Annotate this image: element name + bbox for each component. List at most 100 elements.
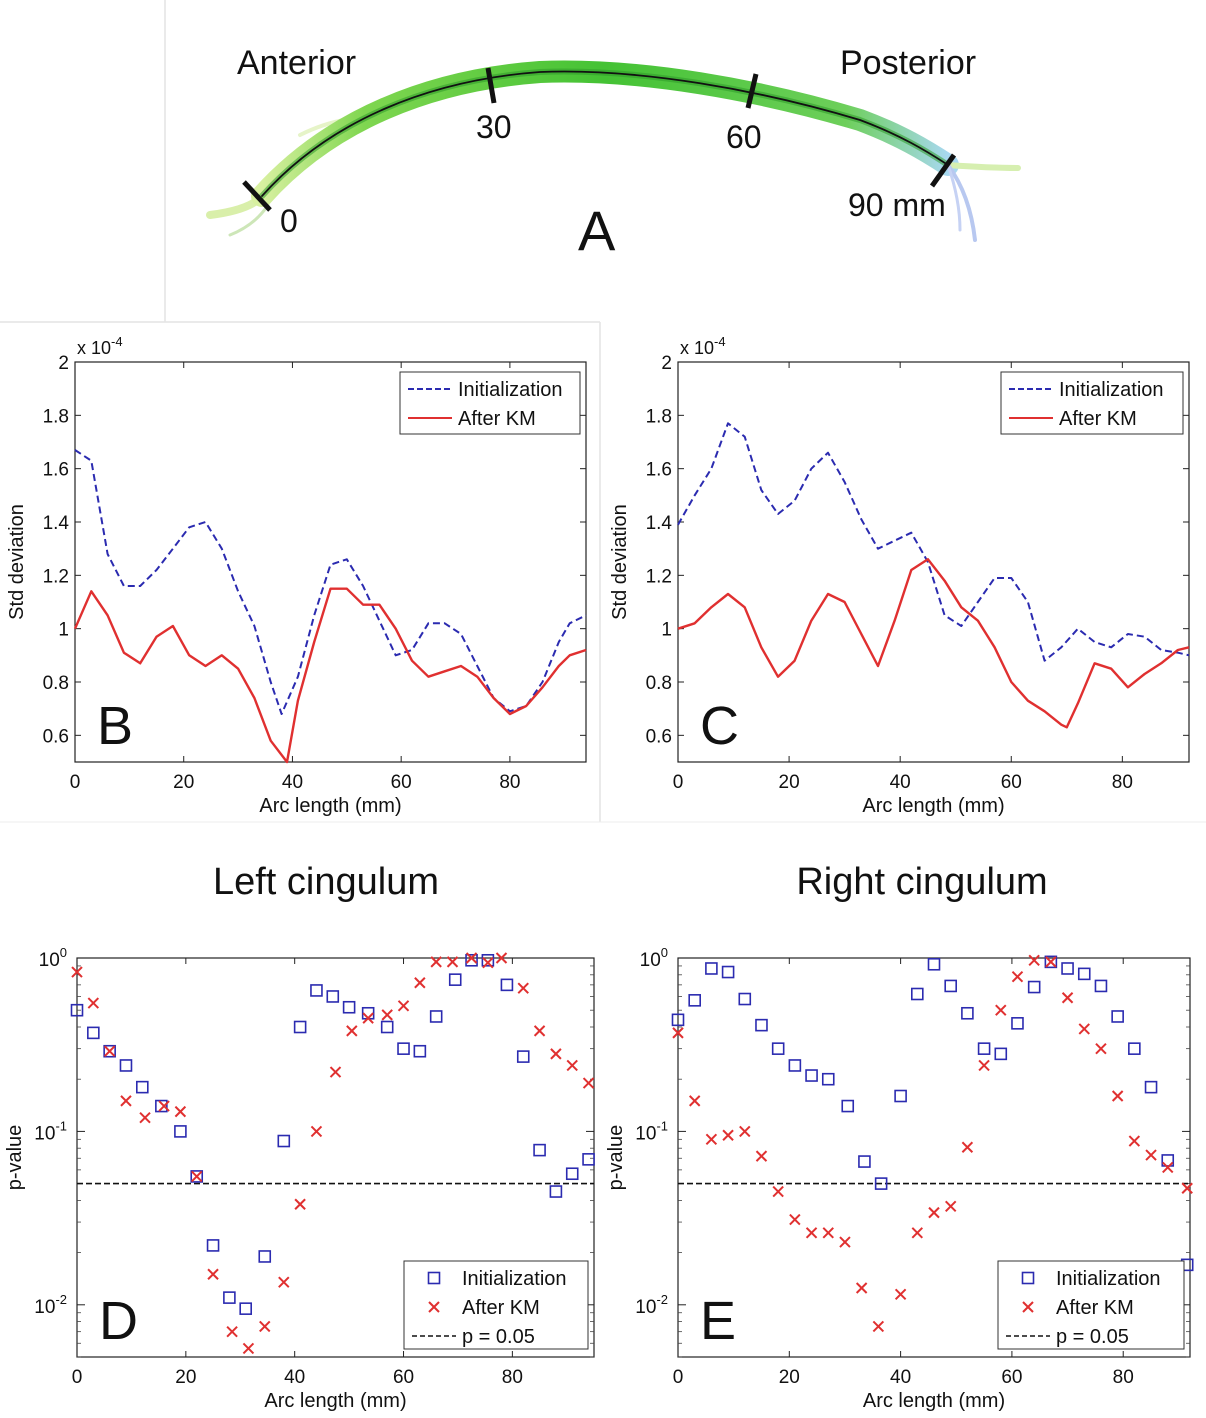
chart-e-point-after-km: [772, 1185, 784, 1198]
chart-d-xtick-label: 20: [175, 1367, 196, 1388]
chart-e-point-initialization: [841, 1099, 855, 1113]
chart-e-point-initialization: [771, 1042, 785, 1055]
chart-b-xtick-label: 80: [499, 772, 520, 793]
chart-e-point-after-km: [1061, 992, 1074, 1004]
chart-e-point-after-km: [755, 1150, 768, 1162]
chart-e-point-after-km: [961, 1141, 974, 1153]
chart-d-point-after-km-stroke: [582, 1077, 595, 1089]
chart-d-point-after-km-stroke: [465, 952, 478, 964]
marker-tick-0: [242, 180, 272, 212]
chart-c-ytick-label: 2: [661, 353, 672, 374]
chart-e-point-after-km-stroke: [961, 1141, 974, 1153]
chart-c-ytick-label: 1.6: [646, 460, 672, 481]
marker-tick-90: [929, 153, 957, 188]
chart-d-point-after-km: [310, 1125, 323, 1138]
chart-d-point-initialization: [582, 1153, 595, 1166]
chart-d-point-initialization: [190, 1170, 204, 1183]
chart-d-point-after-km: [71, 966, 83, 978]
chart-d-point-initialization: [119, 1059, 133, 1072]
chart-c-ytick-label: 1.4: [646, 513, 673, 534]
chart-d-point-after-km-stroke: [346, 1025, 358, 1037]
chart-d-point-initialization: [174, 1125, 187, 1138]
chart-e-point-after-km-stroke: [688, 1095, 701, 1107]
chart-e-point-initialization: [1077, 967, 1091, 981]
chart-c-xtick-label: 60: [1001, 772, 1022, 793]
chart-b-xtick-label: 0: [70, 772, 81, 793]
marker-label-60: 60: [726, 119, 762, 155]
chart-d-point-initialization: [565, 1167, 579, 1181]
chart-d-point-initialization: [481, 953, 495, 967]
chart-d-point-after-km-stroke: [414, 977, 426, 989]
chart-d-ylabel: p-value: [4, 1125, 26, 1191]
chart-e-point-after-km: [928, 1206, 940, 1219]
chart-e-point-after-km-stroke: [894, 1288, 907, 1300]
chart-d-point-after-km-stroke: [430, 956, 442, 968]
chart-d-point-initialization: [342, 1000, 356, 1014]
chart-c-xtick-label: 80: [1112, 772, 1133, 793]
chart-e-point-after-km-stroke: [928, 1206, 940, 1219]
chart-d-point-after-km-stroke: [294, 1198, 306, 1210]
chart-e-point-after-km: [995, 1004, 1007, 1016]
chart-e-point-initialization: [788, 1059, 802, 1072]
chart-e-point-initialization: [977, 1042, 991, 1055]
chart-e-legend-swatch: [1021, 1271, 1035, 1285]
chart-d-point-after-km: [259, 1320, 271, 1333]
chart-d-point-after-km: [533, 1025, 546, 1037]
chart-e-point-after-km-stroke: [872, 1320, 885, 1333]
marker-label-30: 30: [476, 109, 512, 145]
chart-e-point-after-km: [944, 1200, 957, 1212]
chart-b-panel-letter: B: [97, 696, 133, 756]
chart-d-point-after-km-stroke: [566, 1059, 578, 1072]
chart-d-point-after-km: [191, 1170, 203, 1183]
chart-d-point-initialization: [277, 1134, 291, 1148]
chart-b-series-after-km-line: [73, 587, 587, 764]
chart-e-point-after-km-stroke: [822, 1227, 834, 1239]
chart-e-point-after-km-stroke: [755, 1150, 768, 1162]
chart-d-xtick-label: 80: [502, 1367, 523, 1388]
chart-e-point-after-km: [1111, 1090, 1124, 1102]
chart-d-point-after-km: [495, 952, 508, 964]
chart-d-point-after-km-stroke: [174, 1105, 187, 1118]
chart-d-point-after-km-stroke: [533, 1025, 546, 1037]
chart-e-point-after-km: [1095, 1042, 1107, 1055]
chart-d-point-initialization: [397, 1042, 410, 1055]
chart-c-ytick-label: 0.6: [646, 726, 672, 747]
chart-d-ytick-label: 10-2: [34, 1292, 67, 1318]
chart-d-point-initialization: [103, 1044, 116, 1058]
chart-e-point-initialization: [688, 994, 701, 1007]
left-cingulum-title: Left cingulum: [213, 861, 439, 903]
chart-e-point-initialization: [1011, 1017, 1024, 1030]
chart-d-point-after-km-stroke: [207, 1268, 219, 1280]
chart-d-point-after-km-stroke: [191, 1170, 203, 1183]
chart-d-point-after-km: [582, 1077, 595, 1089]
chart-d-point-after-km: [381, 1009, 393, 1021]
chart-e-point-after-km: [1162, 1161, 1174, 1174]
chart-d-point-initialization: [380, 1020, 394, 1034]
chart-c-legend-label: Initialization: [1059, 379, 1164, 401]
chart-b-ytick-label: 1.4: [43, 513, 70, 534]
chart-e-point-initialization: [1161, 1154, 1175, 1167]
chart-d-point-after-km-stroke: [517, 982, 529, 994]
chart-d-point-after-km: [139, 1111, 151, 1124]
chart-e-point-after-km: [839, 1236, 851, 1248]
chart-d-point-after-km: [414, 977, 426, 989]
chart-d-point-after-km-stroke: [381, 1009, 393, 1021]
chart-e-point-after-km: [1078, 1023, 1090, 1035]
chart-d-xtick-label: 0: [72, 1367, 83, 1388]
chart-d-point-after-km-stroke: [139, 1111, 151, 1124]
chart-d-point-after-km: [397, 1000, 410, 1012]
chart-d-point-after-km-stroke: [242, 1342, 255, 1355]
chart-d-point-after-km-stroke: [550, 1048, 562, 1060]
chart-e-point-after-km-stroke: [855, 1282, 868, 1294]
chart-b-xtick-label: 60: [391, 772, 412, 793]
chart-e-point-after-km-stroke: [1095, 1042, 1107, 1055]
chart-e-panel-letter: E: [700, 1291, 736, 1351]
chart-e-point-initialization: [755, 1018, 768, 1032]
chart-d-xtick-label: 40: [284, 1367, 305, 1388]
chart-e-point-after-km: [705, 1133, 718, 1146]
chart-d-point-initialization: [448, 973, 462, 986]
chart-d-point-initialization: [258, 1250, 272, 1263]
chart-d-point-initialization: [549, 1185, 563, 1198]
chart-e-point-initialization: [721, 965, 735, 979]
